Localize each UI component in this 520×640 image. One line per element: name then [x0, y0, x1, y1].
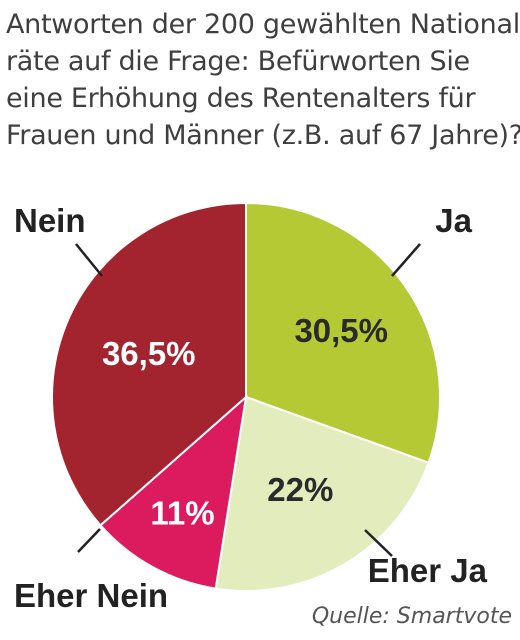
- leader-line: [364, 529, 393, 557]
- leader-line: [77, 528, 101, 553]
- slice-value-label: 11%: [150, 495, 214, 532]
- pie-slice-eher-nein: [99, 394, 248, 590]
- pie-slice-ja: [245, 201, 441, 464]
- source-note: Quelle: Smartvote: [311, 604, 512, 629]
- title-line-3: eine Erhöhung des Rentenalters für: [6, 83, 476, 114]
- slice-value-label: 36,5%: [102, 335, 196, 372]
- title-line-1: Antworten der 200 gewählten National-: [6, 9, 520, 40]
- slice-category-label: Ja: [435, 202, 472, 239]
- slice-category-label: Eher Nein: [14, 577, 168, 614]
- slice-value-label: 22%: [267, 471, 333, 508]
- leader-line: [391, 243, 421, 277]
- title-line-4: Frauen und Männer (z.B. auf 67 Jahre)?: [6, 120, 520, 151]
- title-line-2: räte auf die Frage: Befürworten Sie: [6, 46, 470, 77]
- leader-line: [75, 243, 103, 277]
- slice-value-label: 30,5%: [294, 312, 388, 349]
- pie-slice-eher-ja: [214, 395, 430, 592]
- chart-title: Antworten der 200 gewählten National- rä…: [6, 6, 520, 154]
- slice-category-label: Nein: [14, 202, 86, 239]
- pie-slice-nein: [51, 201, 247, 527]
- slice-category-label: Eher Ja: [368, 552, 488, 589]
